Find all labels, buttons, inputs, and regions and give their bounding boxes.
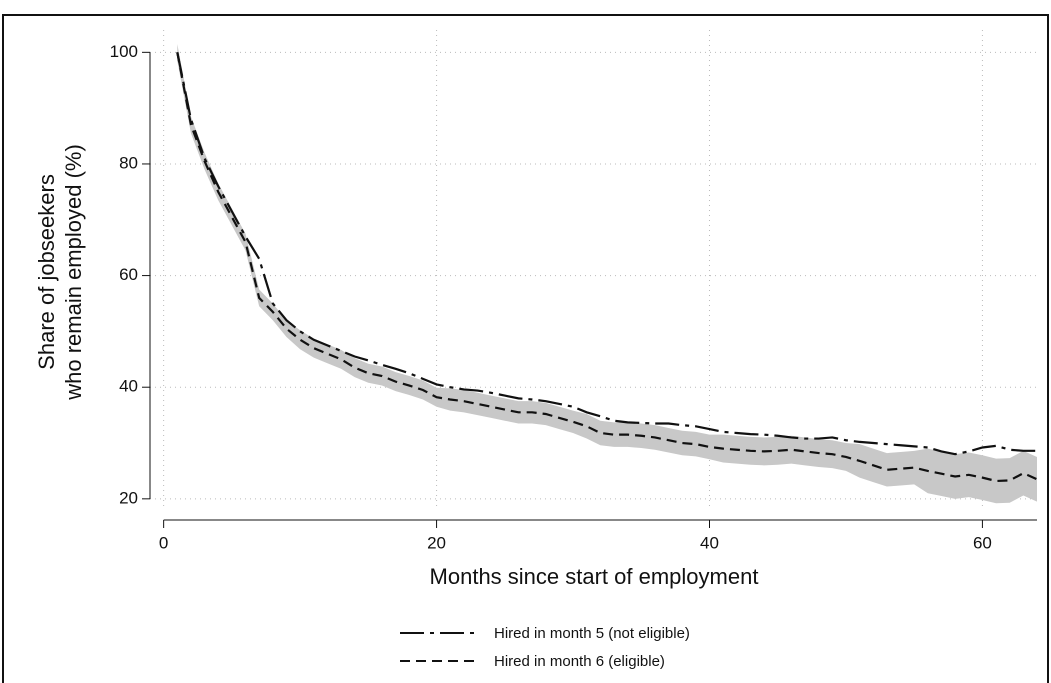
- y-tick-label: 100: [110, 42, 138, 61]
- series-line: [176, 52, 1037, 456]
- x-tick-label: 20: [427, 533, 446, 552]
- y-tick-label: 40: [119, 377, 138, 396]
- y-tick-label: 60: [119, 265, 138, 284]
- confidence-band: [177, 43, 1038, 504]
- plot-area: 20 40 60 80 100 0 20 40 60: [110, 30, 1038, 552]
- legend-label: Hired in month 6 (eligible): [494, 653, 665, 670]
- legend-label: Hired in month 5 (not eligible): [494, 625, 690, 642]
- y-tick-label: 80: [119, 153, 138, 172]
- x-tick-label: 60: [973, 533, 992, 552]
- y-axis-label: Share of jobseekers: [34, 174, 59, 370]
- x-axis-label: Months since start of employment: [430, 564, 759, 589]
- series-line: [176, 52, 1038, 483]
- y-tick-label: 20: [119, 488, 138, 507]
- x-tick-label: 0: [159, 533, 168, 552]
- frame: [2, 14, 1049, 683]
- x-tick-label: 40: [700, 533, 719, 552]
- y-axis-label: who remain employed (%): [61, 144, 86, 401]
